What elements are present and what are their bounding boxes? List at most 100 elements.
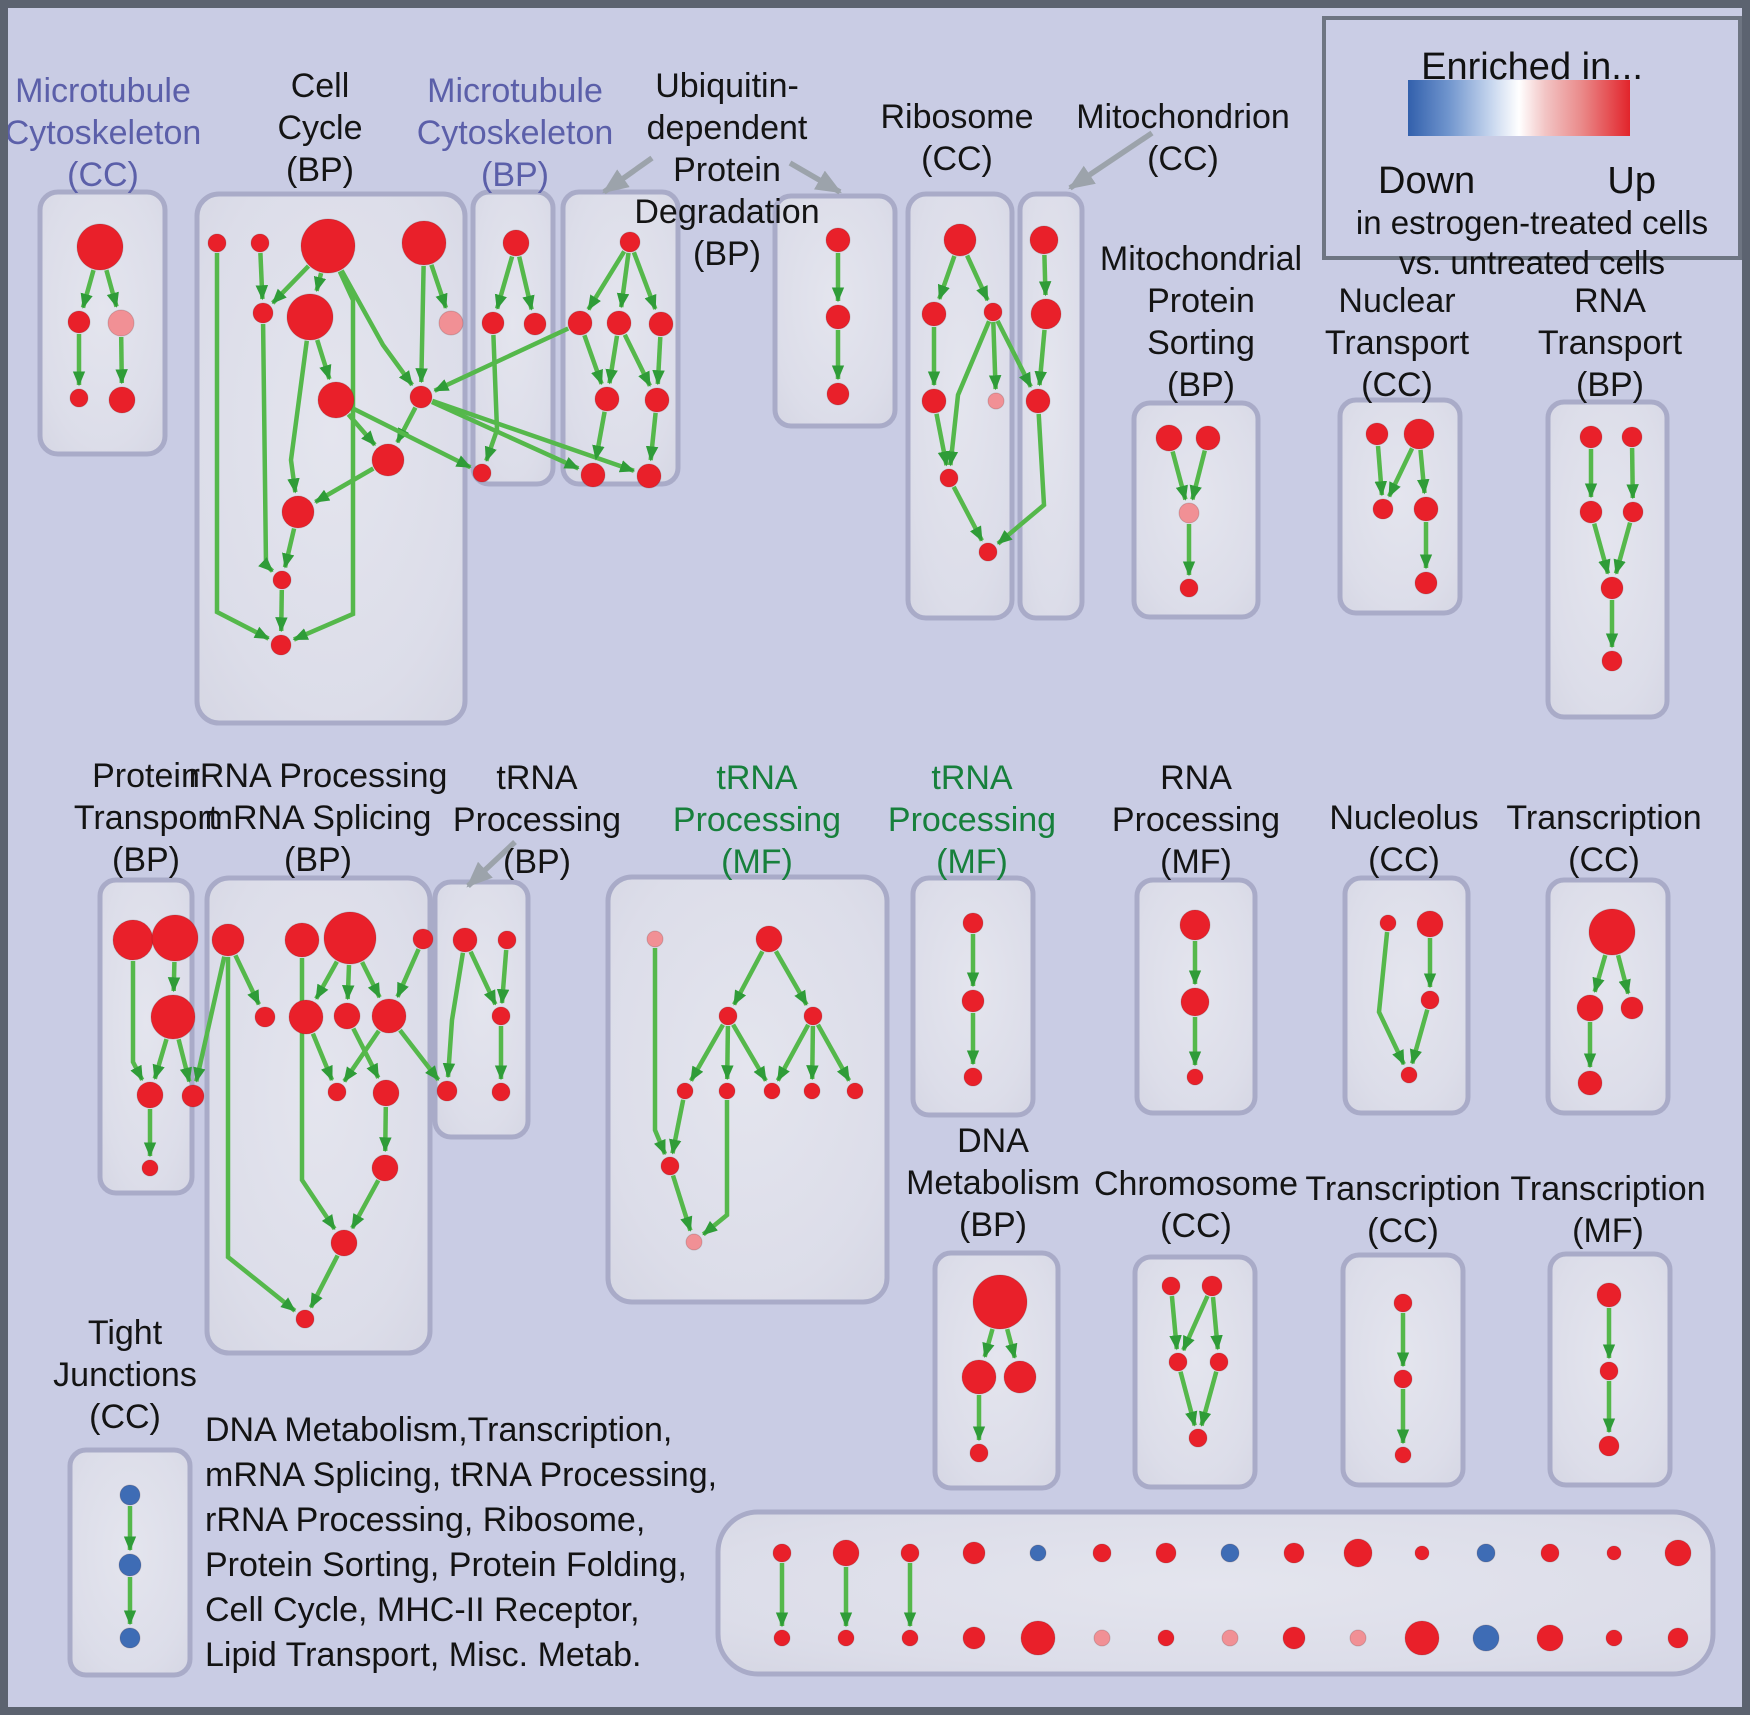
go-term-node — [772, 1543, 792, 1563]
edge-arrow — [592, 411, 607, 461]
edge-arrow — [652, 336, 665, 386]
label-pointer-arrow — [466, 839, 517, 889]
legend: Enriched in... Down Up in estrogen-treat… — [1322, 16, 1742, 281]
edge-arrow — [275, 589, 288, 633]
go-term-node — [452, 927, 478, 953]
go-term-node — [832, 1539, 860, 1567]
go-term-node — [660, 1156, 680, 1176]
go-term-node — [1025, 388, 1051, 414]
go-term-node — [961, 1359, 997, 1395]
go-term-node — [646, 930, 664, 948]
go-term-node — [1379, 914, 1397, 932]
go-term-node — [1413, 496, 1439, 522]
go-term-node — [1536, 1624, 1564, 1652]
go-term-node — [825, 304, 851, 330]
go-term-node — [151, 914, 199, 962]
go-term-node — [1201, 1275, 1223, 1297]
edge-arrow — [965, 254, 990, 302]
go-term-node — [846, 1082, 864, 1100]
legend-subtitle-1: in estrogen-treated cells — [1355, 204, 1709, 241]
go-term-node — [961, 989, 985, 1013]
edge-arrow — [1417, 449, 1430, 495]
go-term-node — [67, 310, 91, 334]
go-term-node — [481, 311, 505, 335]
go-term-node — [619, 231, 641, 253]
go-term-node — [978, 542, 998, 562]
go-term-node — [901, 1629, 919, 1647]
go-term-node — [1180, 987, 1210, 1017]
go-term-node — [1576, 994, 1604, 1022]
go-term-node — [648, 311, 674, 337]
edge-arrow — [398, 1028, 441, 1082]
go-term-node — [1472, 1624, 1500, 1652]
go-term-node — [270, 634, 292, 656]
go-term-node — [921, 388, 947, 414]
go-term-node — [962, 1541, 986, 1565]
edge-arrow — [732, 950, 765, 1006]
go-term-node — [491, 1006, 511, 1026]
go-term-node — [119, 1484, 141, 1506]
go-term-node — [1188, 1428, 1208, 1448]
cluster-box-nuclear-transport-cc — [1337, 397, 1463, 616]
edge-arrow — [996, 413, 1047, 546]
go-term-node — [1400, 1066, 1418, 1084]
go-term-node — [371, 998, 407, 1034]
go-term-node — [594, 386, 620, 412]
go-term-node — [1394, 1446, 1412, 1464]
edge-arrow — [1592, 523, 1611, 575]
edge-arrow — [282, 527, 297, 569]
edge-arrow — [652, 948, 668, 1156]
edge-arrow — [315, 339, 332, 381]
go-term-node — [497, 930, 517, 950]
cluster-box-transcription-cc-upper — [1545, 877, 1671, 1116]
go-term-node — [252, 302, 274, 324]
go-term-node — [718, 1006, 738, 1026]
edge-arrow — [176, 1038, 192, 1083]
edge-arrow — [669, 1099, 686, 1155]
go-term-node — [288, 999, 324, 1035]
go-term-node — [1622, 501, 1644, 523]
edge-arrow — [310, 1032, 335, 1082]
go-term-node — [803, 1082, 821, 1100]
go-term-node — [900, 1543, 920, 1563]
go-term-node — [1030, 298, 1062, 330]
go-term-node — [1178, 502, 1200, 524]
edge-arrow — [496, 949, 510, 1005]
go-term-node — [412, 928, 434, 950]
go-term-node — [1577, 1070, 1603, 1096]
go-term-node — [1579, 425, 1603, 449]
cluster-box-chromosome-cc — [1132, 1254, 1258, 1490]
go-term-node — [284, 922, 320, 958]
go-term-node — [1020, 1620, 1056, 1656]
edge-arrow — [104, 269, 119, 308]
edge-arrow — [775, 1023, 811, 1082]
go-term-node — [272, 570, 292, 590]
go-term-node — [1365, 422, 1389, 446]
go-term-node — [1620, 996, 1644, 1020]
legend-subtitle-2: vs. untreated cells — [1399, 244, 1665, 281]
go-term-node — [181, 1084, 205, 1108]
edge-arrow — [152, 1038, 169, 1080]
go-term-node — [644, 387, 670, 413]
go-term-node — [295, 1309, 315, 1329]
edge-arrow — [1170, 450, 1188, 501]
cluster-box-misc-combined-terms — [715, 1509, 1716, 1677]
go-term-node — [1414, 571, 1438, 595]
cluster-box-nucleolus-cc — [1342, 875, 1471, 1116]
edge-arrow — [721, 1025, 734, 1081]
edge-arrow — [115, 336, 128, 385]
go-term-node — [1599, 1361, 1619, 1381]
edge-arrow — [1199, 1371, 1219, 1427]
go-term-node — [636, 463, 662, 489]
go-term-node — [939, 468, 959, 488]
edge-arrow — [645, 412, 659, 462]
edge-arrow — [1189, 450, 1207, 501]
edge-arrow — [1374, 445, 1388, 497]
go-term-node — [107, 309, 135, 337]
go-term-node — [1003, 1360, 1037, 1394]
go-term-node — [963, 1067, 983, 1087]
edge-arrow — [815, 1023, 852, 1082]
edge-arrow — [167, 961, 181, 993]
legend-up-label: Up — [1607, 160, 1656, 202]
go-term-node — [1393, 1369, 1413, 1389]
